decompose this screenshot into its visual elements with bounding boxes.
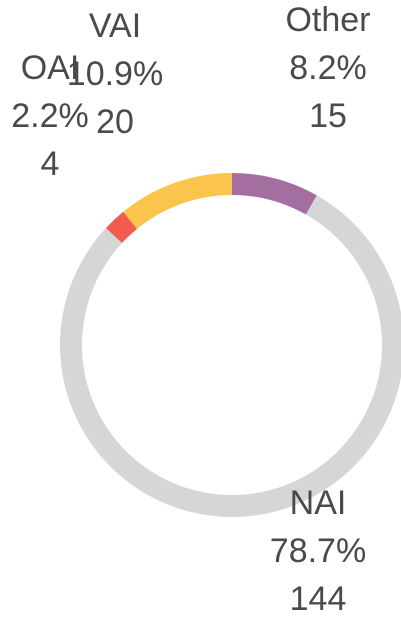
- slice-label: NAI: [290, 484, 347, 522]
- slice-label: OAI: [21, 49, 80, 87]
- donut-slice: [60, 195, 401, 517]
- donut-slice: [105, 211, 138, 244]
- slice-count: 20: [96, 103, 134, 141]
- donut-slice: [123, 173, 232, 229]
- slice-percent: 78.7%: [270, 532, 366, 570]
- slice-percent: 2.2%: [11, 97, 89, 135]
- slice-label: VAI: [89, 7, 141, 45]
- slice-count: 15: [309, 97, 347, 135]
- donut-slice: [232, 173, 317, 215]
- slice-count: 144: [290, 580, 347, 618]
- slice-percent: 10.9%: [67, 55, 163, 93]
- slice-label: Other: [285, 1, 370, 39]
- slice-count: 4: [41, 145, 60, 183]
- slice-percent: 8.2%: [289, 49, 367, 87]
